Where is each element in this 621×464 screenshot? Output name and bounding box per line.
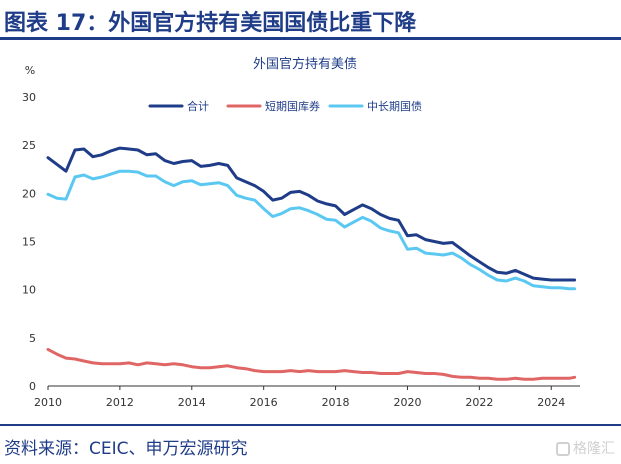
chart-axes: 0 5 10 15 20 25 30 2010 2012 2014 2016 2018 2020 2022… xyxy=(22,91,580,409)
figure-title: 图表 17：外国官方持有美国国债比重下降 xyxy=(4,11,417,36)
watermark-text: 格隆汇 xyxy=(573,441,615,457)
y-tick-label: 10 xyxy=(22,284,36,297)
chart-title: 外国官方持有美债 xyxy=(253,56,357,72)
legend-label-1: 合计 xyxy=(187,99,209,113)
series-line-2 xyxy=(46,347,577,381)
footer-divider xyxy=(0,424,621,426)
source-note: 资料来源：CEIC、申万宏源研究 xyxy=(4,439,248,459)
y-tick-label: 25 xyxy=(22,139,36,152)
x-tick-label: 2018 xyxy=(322,396,350,409)
chart-legend: 合计 短期国库券 中长期国债 xyxy=(148,99,422,113)
legend-label-3: 中长期国债 xyxy=(367,99,422,113)
x-tick-label: 2022 xyxy=(465,396,493,409)
figure-header: 图表 17：外国官方持有美国国债比重下降 xyxy=(0,0,621,40)
watermark-logo-icon xyxy=(556,442,570,456)
legend-label-2: 短期国库券 xyxy=(265,99,320,113)
y-axis-unit: % xyxy=(25,64,35,77)
y-tick-label: 20 xyxy=(22,187,36,200)
header-divider xyxy=(0,37,621,40)
x-tick-label: 2010 xyxy=(34,396,62,409)
y-tick-label: 0 xyxy=(29,380,36,393)
chart-series xyxy=(46,146,577,381)
x-tick-label: 2024 xyxy=(537,396,565,409)
series-line-3 xyxy=(46,169,577,291)
line-chart: 外国官方持有美债 % 合计 短期国库券 中长期国债 0 5 10 15 20 25 30 2010… xyxy=(22,56,580,409)
x-tick-label: 2012 xyxy=(106,396,134,409)
x-tick-label: 2020 xyxy=(393,396,421,409)
y-tick-label: 15 xyxy=(22,236,36,249)
y-tick-label: 30 xyxy=(22,91,36,104)
y-tick-label: 5 xyxy=(29,332,36,345)
watermark: 格隆汇 xyxy=(556,438,615,458)
x-tick-label: 2016 xyxy=(250,396,278,409)
series-line-1 xyxy=(46,146,577,282)
x-tick-label: 2014 xyxy=(178,396,206,409)
